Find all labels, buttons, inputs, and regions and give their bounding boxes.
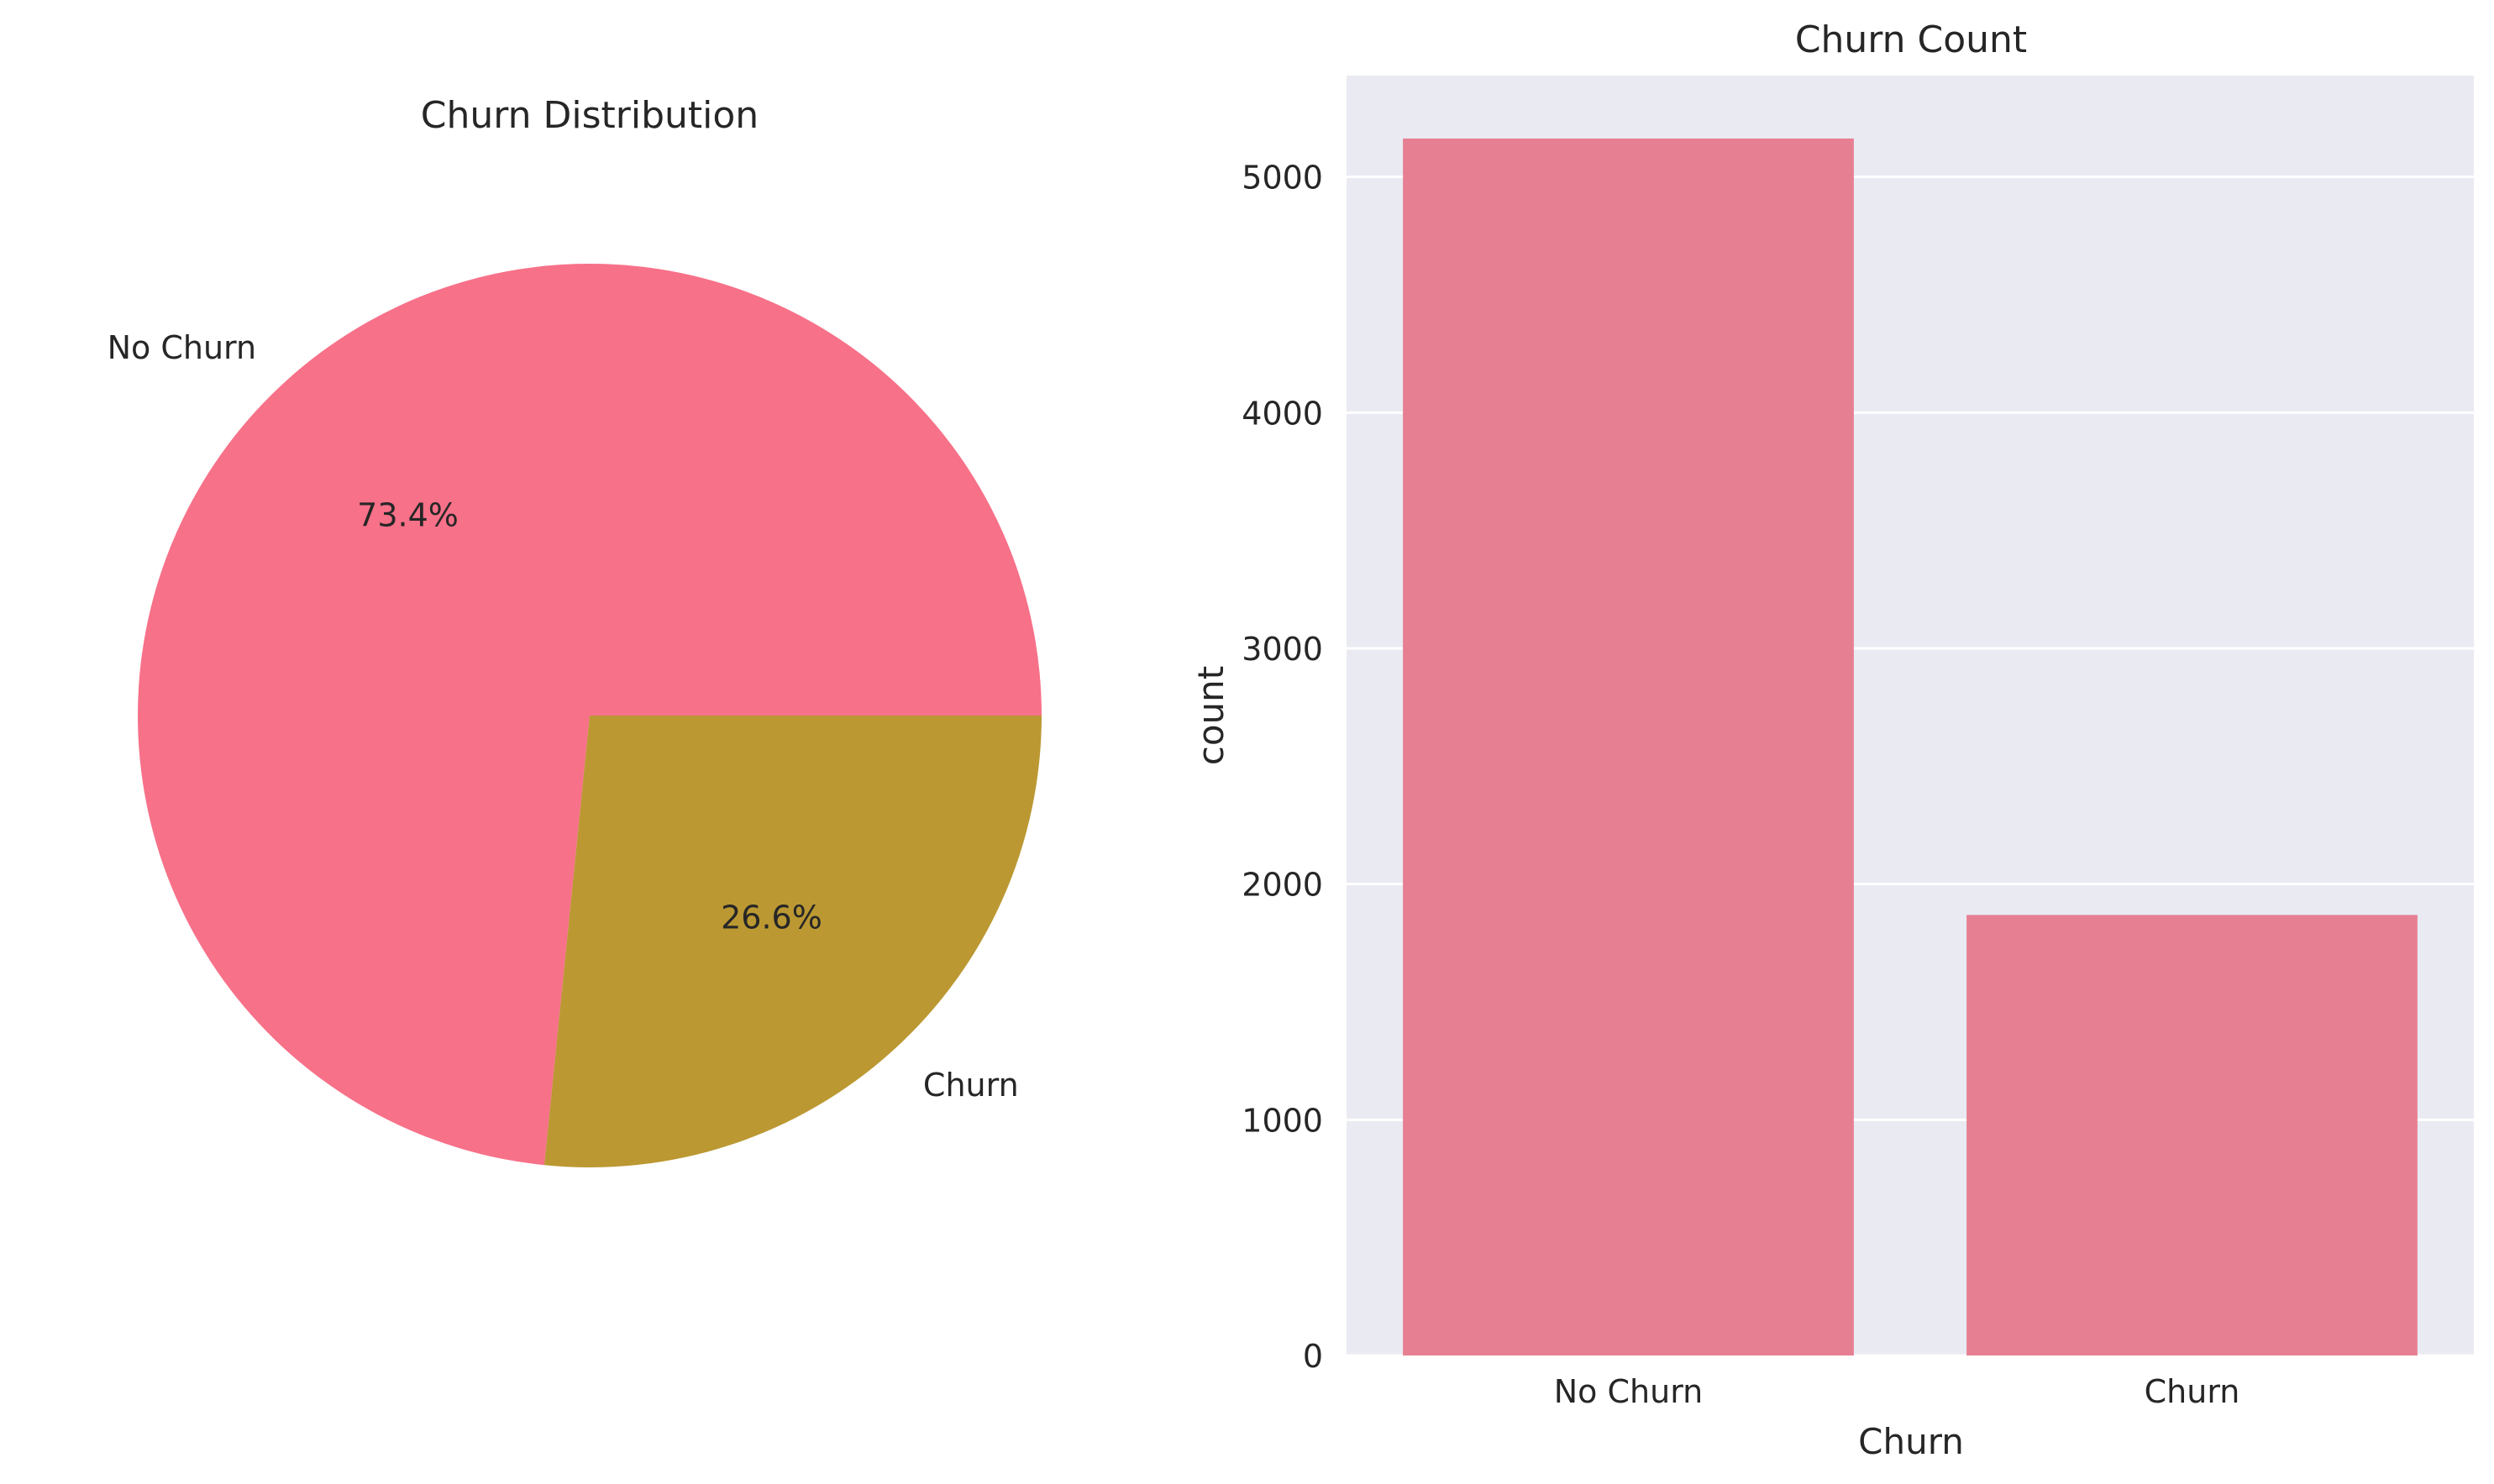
bar-series bbox=[1403, 138, 2418, 1356]
bar-x-tick-labels: No Churn Churn bbox=[1554, 1373, 2240, 1410]
bar-churn bbox=[1966, 915, 2418, 1356]
bar-chart-title: Churn Count bbox=[1795, 18, 2027, 61]
bar-x-axis-label: Churn bbox=[1858, 1421, 1964, 1462]
y-tick-label-4000: 4000 bbox=[1242, 395, 1323, 432]
pie-slices bbox=[138, 264, 1042, 1167]
bar-y-tick-labels: 0 1000 2000 3000 4000 5000 bbox=[1242, 160, 1323, 1375]
pie-slice-no-churn bbox=[138, 264, 1042, 1166]
bar-chart-panel: Churn Count 0 1000 2000 3000 4000 5000 No Chu… bbox=[1190, 18, 2474, 1462]
y-tick-label-2000: 2000 bbox=[1242, 867, 1323, 904]
pie-slice-churn bbox=[544, 716, 1042, 1167]
pie-chart-title: Churn Distribution bbox=[421, 94, 759, 137]
pie-labels: 73.4% No Churn 26.6% Churn bbox=[108, 329, 1019, 1104]
x-tick-label-no-churn: No Churn bbox=[1554, 1373, 1704, 1410]
y-tick-label-0: 0 bbox=[1303, 1338, 1323, 1375]
pie-chart-panel: Churn Distribution 73.4% No Churn 26.6% Chu… bbox=[108, 94, 1042, 1167]
y-tick-label-3000: 3000 bbox=[1242, 631, 1323, 668]
y-tick-label-5000: 5000 bbox=[1242, 160, 1323, 197]
y-tick-label-1000: 1000 bbox=[1242, 1102, 1323, 1139]
x-tick-label-churn: Churn bbox=[2145, 1373, 2240, 1410]
bar-y-axis-label: count bbox=[1190, 666, 1231, 766]
pie-category-label-churn: Churn bbox=[923, 1067, 1019, 1104]
bar-no-churn bbox=[1403, 138, 1854, 1356]
pie-percent-label-churn: 26.6% bbox=[721, 899, 822, 936]
pie-category-label-no-churn: No Churn bbox=[108, 329, 257, 366]
pie-percent-label-no-churn: 73.4% bbox=[357, 497, 459, 534]
